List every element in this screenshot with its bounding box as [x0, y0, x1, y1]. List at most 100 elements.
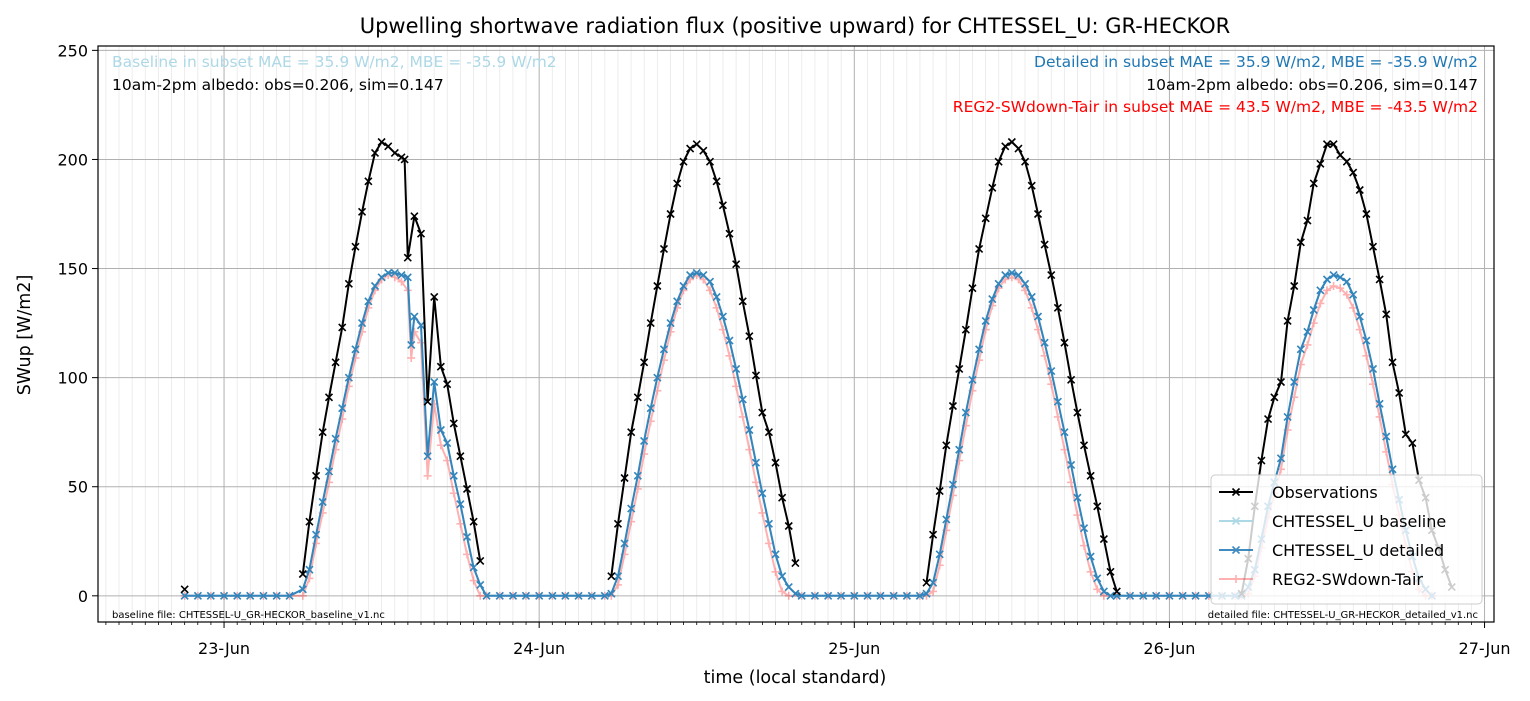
data-point-chtessel-u-detailed [193, 591, 202, 600]
data-point-observations [1047, 271, 1056, 280]
data-point-observations [732, 260, 741, 269]
data-point-chtessel-u-detailed [462, 532, 472, 541]
data-point-observations [1290, 281, 1299, 291]
legend-swatch-reg2-swdown-tair [1219, 575, 1253, 583]
data-point-reg2-swdown-tair [745, 445, 754, 454]
data-point-chtessel-u-detailed [1309, 305, 1318, 315]
data-point-chtessel-u-detailed [784, 583, 793, 592]
data-point-chtessel-u-detailed [403, 273, 412, 282]
data-point-chtessel-u-detailed [259, 591, 268, 600]
data-point-chtessel-u-detailed [1342, 277, 1351, 286]
data-point-observations [994, 157, 1003, 166]
data-point-chtessel-u-detailed [1296, 345, 1305, 354]
data-point-chtessel-u-detailed [1027, 292, 1036, 301]
data-point-observations [666, 209, 675, 219]
plot-frame [97, 45, 1495, 623]
data-point-chtessel-u-detailed [430, 377, 439, 387]
data-point-observations [1270, 393, 1279, 402]
data-point-chtessel-u-detailed [370, 281, 380, 291]
y-tick-label: 100 [57, 369, 88, 388]
data-point-observations [364, 177, 373, 186]
legend-label-chtessel-u-detailed: CHTESSEL_U detailed [1272, 541, 1444, 561]
data-point-observations [1349, 168, 1358, 177]
detailed-albedo-annotation: 10am-2pm albedo: obs=0.206, sim=0.147 [1146, 76, 1478, 94]
data-point-chtessel-u-detailed [587, 591, 596, 600]
data-point-observations [1079, 441, 1089, 450]
data-point-observations [784, 521, 793, 531]
data-point-observations [416, 229, 426, 238]
data-point-reg2-swdown-tair [699, 275, 708, 284]
data-point-observations [1263, 415, 1273, 424]
data-point-reg2-swdown-tair [476, 591, 485, 600]
data-point-chtessel-u-detailed [1060, 428, 1069, 437]
data-point-observations [1329, 140, 1338, 149]
baseline-albedo-annotation: 10am-2pm albedo: obs=0.206, sim=0.147 [112, 76, 444, 94]
data-point-chtessel-u-detailed [922, 589, 931, 598]
data-point-reg2-swdown-tair [1336, 284, 1345, 293]
data-point-observations [640, 358, 649, 367]
data-point-observations [338, 323, 347, 332]
data-point-chtessel-u-detailed [718, 312, 727, 321]
data-point-observations [358, 207, 367, 216]
data-point-observations [791, 559, 800, 568]
data-point-reg2-swdown-tair [1099, 591, 1108, 600]
data-point-reg2-swdown-tair [1093, 585, 1102, 594]
data-point-chtessel-u-detailed [981, 316, 990, 325]
data-point-chtessel-u-detailed [535, 591, 544, 600]
data-point-chtessel-u-detailed [1283, 412, 1292, 421]
data-point-observations [443, 380, 452, 389]
data-point-chtessel-u-detailed [476, 580, 485, 589]
data-point-observations [331, 358, 340, 367]
data-point-chtessel-u-detailed [324, 467, 334, 476]
data-point-observations [344, 279, 353, 288]
data-point-chtessel-u-detailed [1375, 399, 1384, 408]
y-tick-label: 150 [57, 260, 88, 279]
data-point-reg2-swdown-tair [423, 471, 432, 480]
data-point-reg2-swdown-tair [298, 591, 307, 600]
data-point-chtessel-u-detailed [443, 439, 452, 448]
data-point-chtessel-u-detailed [548, 591, 557, 600]
data-point-observations [673, 179, 682, 188]
data-point-chtessel-u-detailed [298, 585, 307, 594]
data-point-observations [955, 364, 964, 373]
reg2-stats-annotation: REG2-SWdown-Tair in subset MAE = 43.5 W/… [953, 98, 1478, 116]
data-point-observations [988, 183, 997, 192]
data-point-observations [1027, 181, 1036, 190]
data-point-observations [377, 137, 386, 147]
data-point-chtessel-u-detailed [699, 271, 708, 280]
data-point-observations [1007, 137, 1016, 147]
data-point-observations [699, 146, 708, 155]
data-point-observations [620, 473, 629, 483]
data-point-chtessel-u-detailed [1053, 397, 1062, 406]
data-point-observations [1060, 338, 1069, 347]
data-point-chtessel-u-detailed [732, 364, 741, 373]
data-point-chtessel-u-detailed [305, 565, 314, 574]
data-point-chtessel-u-detailed [1014, 271, 1023, 280]
data-point-chtessel-u-detailed [1322, 275, 1332, 284]
data-point-chtessel-u-detailed [410, 312, 419, 321]
data-point-reg2-swdown-tair [1086, 567, 1095, 576]
data-point-chtessel-u-detailed [495, 591, 504, 600]
data-point-observations [659, 244, 669, 253]
data-point-observations [975, 244, 984, 253]
data-point-reg2-swdown-tair [732, 382, 741, 391]
data-point-reg2-swdown-tair [1329, 282, 1338, 290]
data-point-chtessel-u-detailed [791, 589, 800, 598]
chart-title: Upwelling shortwave radiation flux (posi… [360, 14, 1231, 39]
data-point-observations [1106, 567, 1115, 576]
data-point-observations [403, 253, 412, 262]
data-point-chtessel-u-detailed [705, 277, 715, 286]
data-point-chtessel-u-detailed [824, 591, 833, 600]
data-point-observations [764, 428, 773, 437]
data-point-chtessel-u-detailed [633, 471, 642, 480]
data-point-chtessel-u-detailed [351, 345, 360, 354]
data-point-observations [922, 578, 931, 587]
data-point-chtessel-u-detailed [1033, 312, 1043, 321]
y-axis-label: SWup [W/m2] [15, 275, 35, 396]
data-point-observations [613, 519, 623, 528]
data-point-chtessel-u-detailed [600, 591, 609, 600]
data-point-observations [469, 517, 478, 526]
data-point-observations [324, 393, 334, 402]
data-point-chtessel-u-detailed [416, 321, 426, 330]
data-point-chtessel-u-detailed [1073, 493, 1082, 502]
